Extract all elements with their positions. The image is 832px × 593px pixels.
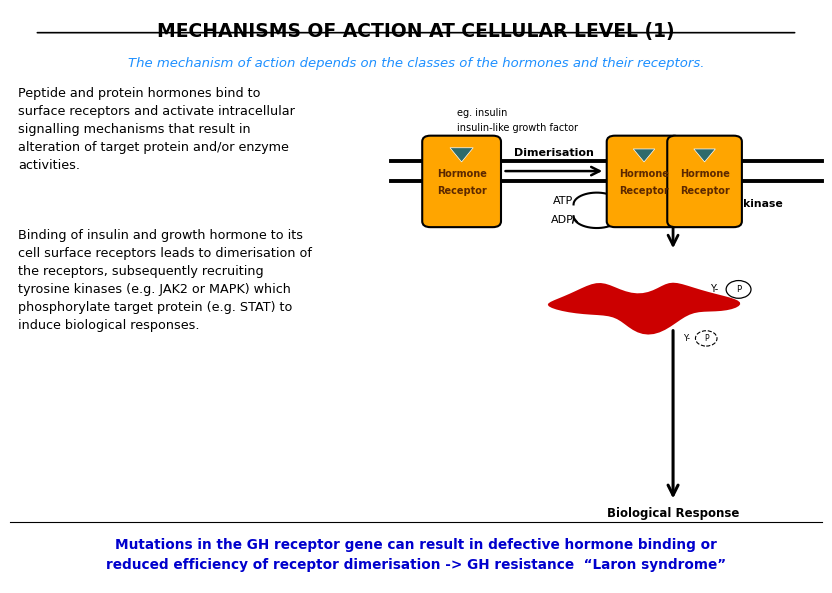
Text: ADP: ADP (551, 215, 573, 225)
Text: Y-: Y- (682, 334, 690, 343)
Text: insulin-like growth factor: insulin-like growth factor (458, 123, 578, 133)
FancyBboxPatch shape (422, 136, 501, 227)
Text: ATP: ATP (553, 196, 573, 206)
Text: Peptide and protein hormones bind to
surface receptors and activate intracellula: Peptide and protein hormones bind to sur… (18, 87, 295, 172)
FancyBboxPatch shape (607, 136, 681, 227)
Text: The mechanism of action depends on the classes of the hormones and their recepto: The mechanism of action depends on the c… (128, 58, 704, 71)
Polygon shape (633, 149, 655, 162)
Text: Binding of insulin and growth hormone to its
cell surface receptors leads to dim: Binding of insulin and growth hormone to… (18, 229, 312, 331)
Text: Receptor: Receptor (680, 186, 730, 196)
Text: Y-: Y- (711, 285, 719, 294)
Text: Hormone: Hormone (619, 169, 669, 178)
Text: Mutations in the GH receptor gene can result in defective hormone binding or
red: Mutations in the GH receptor gene can re… (106, 538, 726, 572)
Text: Receptor: Receptor (437, 186, 487, 196)
Polygon shape (547, 283, 740, 334)
Text: activity: activity (688, 216, 734, 226)
Text: Hormone: Hormone (680, 169, 730, 178)
Text: Tyrosine kinase: Tyrosine kinase (688, 199, 783, 209)
FancyBboxPatch shape (667, 136, 742, 227)
Text: Receptor: Receptor (619, 186, 669, 196)
Circle shape (726, 280, 751, 298)
Polygon shape (450, 148, 473, 162)
Text: Hormone: Hormone (437, 169, 487, 178)
Text: P: P (704, 334, 709, 343)
Text: Dimerisation: Dimerisation (514, 148, 594, 158)
Text: eg. insulin: eg. insulin (458, 109, 508, 118)
Polygon shape (694, 149, 716, 162)
Text: MECHANISMS OF ACTION AT CELLULAR LEVEL (1): MECHANISMS OF ACTION AT CELLULAR LEVEL (… (157, 22, 675, 41)
Text: Biological Response: Biological Response (607, 507, 740, 520)
Circle shape (696, 331, 717, 346)
Text: P: P (736, 285, 741, 294)
